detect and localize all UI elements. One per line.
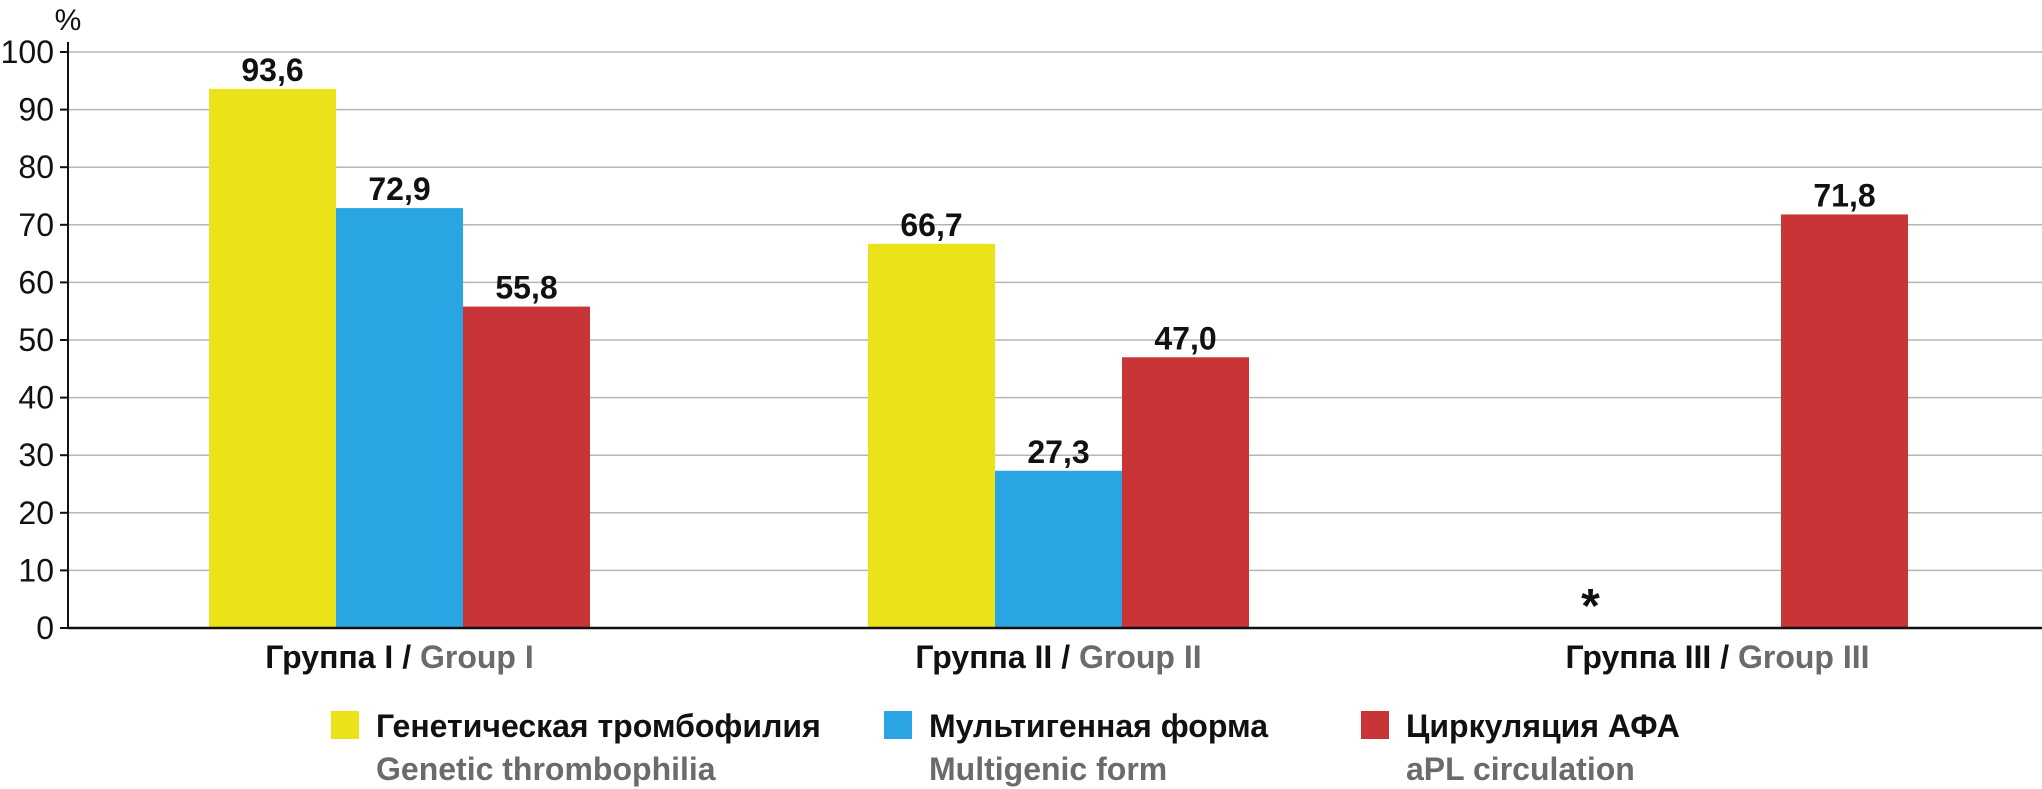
data-label: 93,6 <box>241 52 303 88</box>
legend-label-ru: Мультигенная форма <box>929 708 1268 744</box>
y-tick-label: 30 <box>18 437 54 473</box>
y-tick-labels: 0 10 20 30 40 50 60 70 80 90 100 <box>1 34 54 646</box>
y-tick-label: 0 <box>36 610 54 646</box>
y-tick-label: 40 <box>18 380 54 416</box>
bar-2-1 <box>868 243 995 629</box>
bars <box>209 88 1908 629</box>
bar-1-2 <box>336 208 463 628</box>
category-label-separator: / <box>1711 639 1738 675</box>
y-tick-label: 20 <box>18 495 54 531</box>
category-labels: Группа I / Group I Группа II / Group II Гр… <box>265 639 1869 675</box>
legend-label-ru: Циркуляция АФА <box>1406 708 1680 744</box>
y-tick-label: 80 <box>18 149 54 185</box>
category-label-ru: Группа I <box>265 639 393 675</box>
data-labels: 93,6 72,9 55,8 66,7 27,3 47,0 * 71,8 <box>241 52 1875 633</box>
legend-swatch-1 <box>331 711 359 739</box>
legend-label-en: Multigenic form <box>929 751 1167 787</box>
category-label-en: Group III <box>1738 639 1870 675</box>
y-axis-label: % <box>55 4 82 37</box>
legend-swatch-3 <box>1361 711 1389 739</box>
y-tick-label: 100 <box>1 34 54 70</box>
category-label-en: Group I <box>420 639 534 675</box>
y-tick-label: 60 <box>18 264 54 300</box>
category-label-ru: Группа III <box>1565 639 1711 675</box>
category-label: Группа III / Group III <box>1565 639 1869 675</box>
legend-label-en: Genetic thrombophilia <box>376 751 716 787</box>
legend: Генетическая тромбофилия Genetic thrombop… <box>331 708 1680 787</box>
y-tick-label: 70 <box>18 207 54 243</box>
data-label: 27,3 <box>1027 434 1089 470</box>
category-label-en: Group II <box>1079 639 1202 675</box>
category-label: Группа I / Group I <box>265 639 534 675</box>
legend-label-en: aPL circulation <box>1406 751 1635 787</box>
legend-swatch-2 <box>884 711 912 739</box>
bar-2-2 <box>995 470 1122 628</box>
data-label: 55,8 <box>495 270 557 306</box>
category-label: Группа II / Group II <box>915 639 1201 675</box>
no-data-marker: * <box>1581 580 1600 633</box>
data-label: 66,7 <box>900 207 962 243</box>
data-label: 71,8 <box>1813 177 1875 213</box>
category-label-separator: / <box>1052 639 1079 675</box>
y-tick-label: 10 <box>18 552 54 588</box>
bar-1-1 <box>209 88 336 628</box>
legend-label-ru: Генетическая тромбофилия <box>376 708 821 744</box>
y-tick-label: 90 <box>18 92 54 128</box>
category-label-ru: Группа II <box>915 639 1052 675</box>
y-tick-label: 50 <box>18 322 54 358</box>
data-label: 47,0 <box>1154 320 1216 356</box>
axes <box>60 42 2042 630</box>
bar-2-3 <box>1122 357 1249 628</box>
bar-1-3 <box>463 306 590 628</box>
category-label-separator: / <box>393 639 420 675</box>
bar-3-3 <box>1781 214 1908 628</box>
data-label: 72,9 <box>368 171 430 207</box>
